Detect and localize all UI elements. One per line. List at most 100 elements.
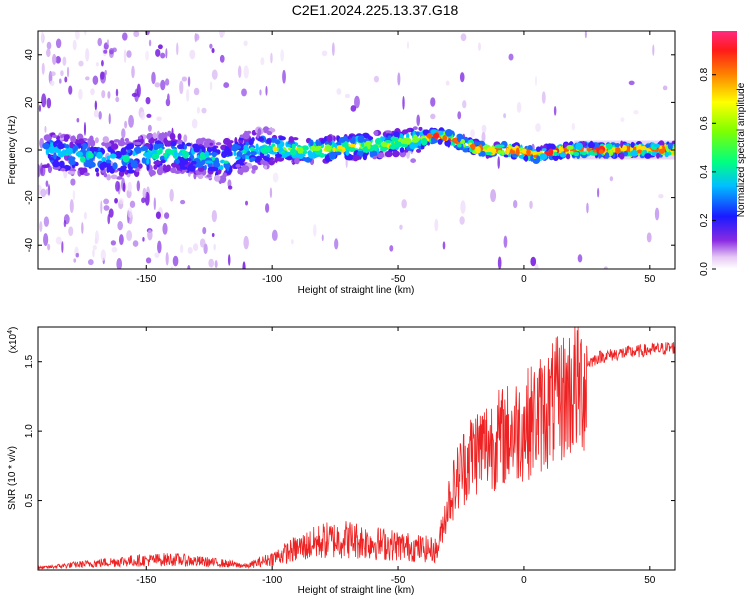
spectrogram-ridge-cell: [101, 156, 107, 162]
spectrogram-ridge-cell: [604, 152, 610, 159]
spectrogram-ridge-cell: [106, 174, 111, 181]
spectrogram-noise-cell: [92, 249, 95, 258]
colorbar-tick-label: 0.6: [699, 116, 710, 130]
spectrogram-ridge-cell: [241, 154, 246, 160]
spectrogram-noise-cell: [202, 226, 207, 235]
spectrogram-ridge-cell: [57, 151, 65, 158]
spectrogram-ridge-cell: [644, 153, 652, 159]
spectrogram-noise-cell: [97, 37, 103, 47]
spectrogram-noise-cell: [373, 75, 380, 83]
spectrogram-noise-cell: [131, 92, 138, 98]
spectrogram-ridge-cell: [48, 146, 55, 154]
spectrogram-ridge-cell: [266, 138, 272, 144]
spectrogram-noise-cell: [98, 111, 102, 120]
spectrogram-ridge-cell: [526, 149, 531, 155]
spectrogram-noise-cell: [75, 252, 79, 258]
spectrogram-noise-cell: [118, 198, 124, 205]
spectrogram-ridge-cell: [377, 152, 385, 159]
spectrogram-ridge-cell: [78, 138, 85, 144]
spectrogram-noise-cell: [141, 197, 146, 204]
spectrogram-ridge-cell: [393, 131, 400, 138]
spectrogram-noise-cell: [148, 39, 152, 47]
spectrogram-noise-cell: [218, 31, 225, 37]
spectrogram-ridge-cell: [42, 142, 50, 150]
spectrogram-noise-cell: [160, 79, 166, 91]
spectrogram-noise-cell: [410, 158, 417, 164]
spectrogram-noise-cell: [192, 243, 199, 252]
spectrogram-noise-cell: [142, 187, 147, 199]
spectrogram-noise-cell: [95, 62, 99, 67]
colorbar-tick-label: 0.0: [699, 262, 710, 276]
spectrogram-ridge-cell: [536, 155, 541, 163]
spectrogram-ridge-cell: [197, 173, 204, 180]
spectrogram-ridge-cell: [110, 143, 119, 150]
spectrogram-ridge-cell: [619, 152, 625, 160]
spectrogram-noise-cell: [154, 82, 161, 88]
spectrogram-ridge-cell: [243, 144, 249, 151]
spectrogram-ridge-cell: [569, 151, 574, 155]
spectrogram-ridge-cell: [235, 163, 241, 168]
spectrogram-ridge-cell: [598, 149, 604, 155]
spectrogram-noise-cell: [179, 80, 184, 95]
spectrogram-noise-cell: [321, 50, 328, 57]
spectrogram-noise-cell: [243, 235, 249, 250]
snr-panel: -150 -100 -50 0 50 0.5 1.0 1.5 Height of strai…: [7, 326, 676, 596]
spectrogram-ridge-cell: [357, 135, 365, 143]
spectrogram-noise-cell: [442, 241, 446, 250]
spectrogram-noise-cell: [490, 189, 497, 203]
spectrogram-noise-cell: [60, 70, 64, 77]
spectrogram-ridge-cell: [531, 151, 538, 156]
spectrogram-ridge-cell: [535, 146, 541, 152]
spectrogram-noise-cell: [66, 66, 70, 78]
spectrogram-noise-cell: [243, 40, 248, 47]
spectrogram-noise-cell: [176, 42, 179, 56]
spectrogram-noise-cell: [93, 109, 99, 118]
spectrogram-noise-cell: [43, 233, 49, 247]
spectrogram-ridge-cell: [151, 153, 160, 160]
spectrogram-noise-cell: [199, 238, 206, 248]
spectrogram-noise-cell: [597, 187, 600, 198]
spectrogram-ridge-cell: [403, 139, 408, 145]
spectrogram-ridge-cell: [132, 150, 136, 157]
spectrogram-noise-cell: [147, 229, 153, 241]
spectrogram-ridge-cell: [222, 160, 229, 164]
x-tick-label: -150: [136, 274, 156, 285]
spectrogram-ridge-cell: [120, 147, 127, 156]
spectrogram-noise-cell: [584, 31, 587, 39]
spectrogram-ridge-cell: [179, 161, 185, 170]
spectrogram-noise-cell: [145, 257, 152, 264]
spectrogram-noise-cell: [92, 244, 97, 251]
spectrogram-noise-cell: [108, 208, 114, 218]
spectrogram-noise-cell: [85, 48, 90, 62]
spectrogram-noise-cell: [481, 124, 487, 133]
spectrogram-noise-cell: [577, 254, 583, 263]
spectrogram-ridge-cell: [345, 149, 350, 156]
spectrogram-ridge-cell: [251, 137, 255, 142]
spectrogram-ridge-cell: [630, 149, 638, 157]
spectrogram-ridge-cell: [239, 134, 245, 139]
spectrogram-noise-cell: [83, 211, 87, 220]
colorbar-tick-label: 0.2: [699, 213, 710, 227]
spectrogram-noise-cell: [136, 180, 141, 192]
spectrogram-noise-cell: [87, 259, 94, 266]
spectrogram-noise-cell: [187, 76, 191, 87]
spectrogram-ridge-cell: [592, 149, 597, 153]
spectrogram-ridge-cell: [288, 136, 295, 143]
spectrogram-noise-cell: [123, 49, 127, 63]
spectrogram-noise-cell: [127, 181, 132, 192]
spectrogram-ridge-cell: [352, 154, 361, 161]
spectrogram-ridge-cell: [541, 148, 547, 152]
spectrogram-noise-cell: [127, 207, 133, 219]
spectrogram-noise-cell: [187, 246, 193, 254]
spectrogram-ridge-cell: [548, 148, 554, 156]
spectrogram-ridge-cell: [553, 151, 558, 157]
spectrogram-ridge-cell: [523, 156, 528, 161]
x-tick-label: 50: [644, 575, 656, 586]
spectrogram-noise-cell: [609, 176, 614, 182]
spectrogram-noise-cell: [62, 56, 67, 66]
spectrogram-noise-cell: [227, 185, 233, 190]
spectrogram-noise-cell: [95, 230, 99, 244]
spectrogram-noise-cell: [633, 109, 639, 115]
spectrogram-ridge-cell: [394, 137, 398, 143]
spectrogram-ridge-cell: [404, 149, 409, 153]
